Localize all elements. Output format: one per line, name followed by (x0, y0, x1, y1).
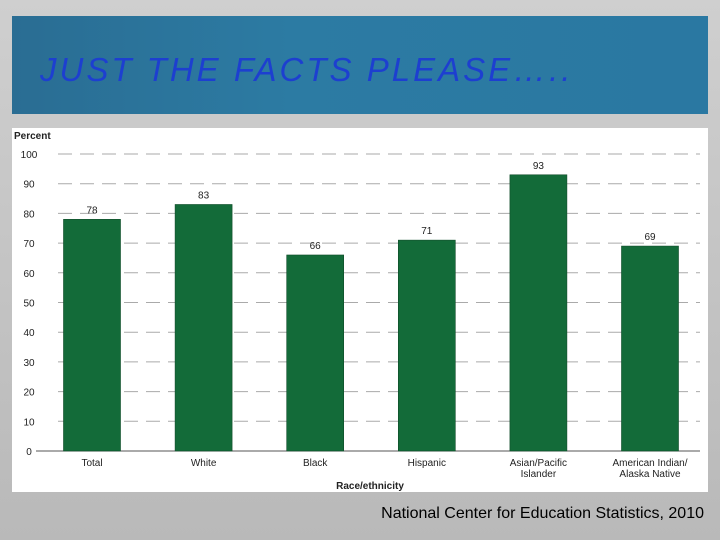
bar-2 (286, 254, 345, 452)
y-tick-label-0: 0 (26, 447, 32, 458)
bar-5 (621, 245, 679, 452)
y-tick-label-10: 10 (23, 417, 35, 428)
data-label-1: 83 (198, 190, 210, 201)
data-label-5: 69 (644, 232, 656, 243)
gridlines (36, 153, 700, 452)
data-label-0: 78 (86, 205, 98, 216)
bar-4 (509, 174, 568, 452)
y-tick-label-70: 70 (23, 239, 35, 250)
x-axis-label: Race/ethnicity (336, 481, 404, 492)
y-tick-label-80: 80 (23, 209, 35, 220)
x-tick-label-0: Total (81, 458, 102, 469)
bar-0 (63, 219, 121, 452)
y-tick-label-40: 40 (23, 328, 35, 339)
y-tick-label-90: 90 (23, 180, 35, 191)
source-citation: National Center for Education Statistics… (381, 505, 704, 522)
bar-1 (174, 204, 233, 452)
x-tick-label-3: Hispanic (408, 458, 446, 469)
data-label-4: 93 (533, 161, 545, 172)
chart-panel: Percent 0 10 20 30 40 50 60 70 80 90 100 78 Total 83 Wh… (12, 128, 708, 492)
bar-chart: Percent 0 10 20 30 40 50 60 70 80 90 100 78 Total 83 Wh… (14, 131, 700, 492)
x-tick-label-1: White (191, 458, 217, 469)
bars (63, 174, 679, 452)
x-tick-label-4: Asian/Pacific Islander (510, 458, 567, 480)
title-band: JUST THE FACTS PLEASE….. (12, 16, 708, 114)
y-axis-label: Percent (14, 131, 51, 142)
x-tick-label-2: Black (303, 458, 328, 469)
y-tick-label-50: 50 (23, 299, 35, 310)
data-label-2: 66 (310, 241, 322, 252)
x-tick-label-5: American Indian/Alaska Native (612, 458, 687, 480)
data-label-3: 71 (421, 226, 433, 237)
slide-title: JUST THE FACTS PLEASE….. (40, 51, 574, 88)
chart-labels: Percent 0 10 20 30 40 50 60 70 80 90 100 78 Total 83 Wh… (14, 131, 688, 492)
y-tick-label-100: 100 (21, 150, 38, 161)
bar-3 (397, 239, 456, 452)
y-tick-label-60: 60 (23, 269, 35, 280)
y-tick-label-30: 30 (23, 358, 35, 369)
y-tick-label-20: 20 (23, 388, 35, 399)
